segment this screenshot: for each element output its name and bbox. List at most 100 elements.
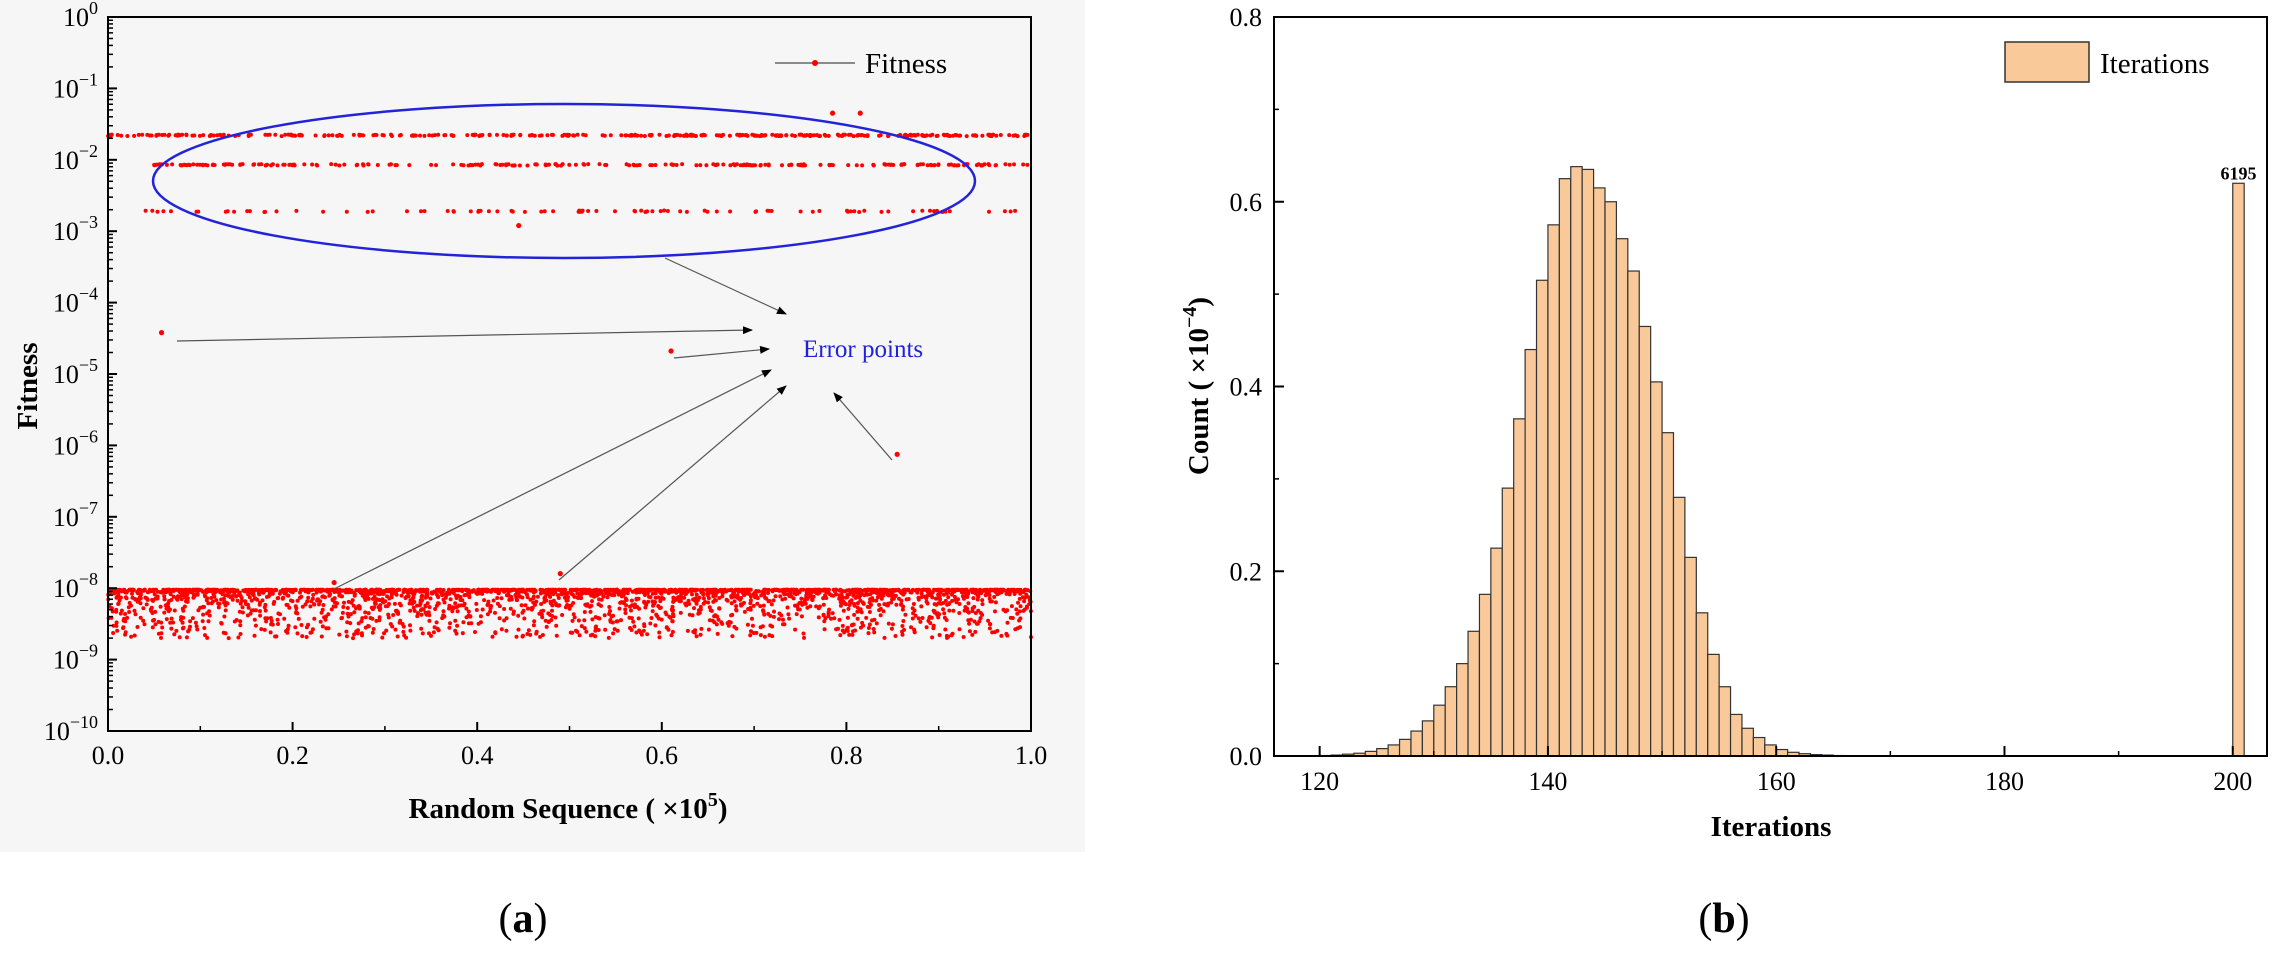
fitness-point bbox=[594, 209, 599, 213]
fitness-point bbox=[1013, 133, 1018, 138]
fitness-point bbox=[240, 610, 245, 615]
fitness-point bbox=[913, 588, 918, 593]
panel-b-bars: 6195 bbox=[1319, 163, 2256, 757]
fitness-point bbox=[919, 604, 924, 609]
fitness-point bbox=[656, 616, 661, 621]
fitness-point bbox=[130, 595, 135, 600]
fitness-point bbox=[1017, 609, 1022, 614]
fitness-point bbox=[605, 595, 610, 600]
fitness-point bbox=[484, 587, 489, 592]
fitness-point bbox=[151, 589, 156, 594]
fitness-point bbox=[951, 163, 956, 168]
fitness-point bbox=[682, 133, 687, 138]
fitness-point bbox=[920, 588, 925, 593]
fitness-point bbox=[511, 609, 516, 614]
fitness-point bbox=[678, 209, 683, 214]
y-tick-label: 10−8 bbox=[53, 569, 98, 603]
fitness-point bbox=[378, 603, 383, 608]
fitness-point bbox=[773, 133, 778, 138]
fitness-point bbox=[857, 595, 862, 600]
fitness-point bbox=[118, 611, 123, 616]
fitness-point bbox=[918, 619, 923, 624]
fitness-point bbox=[195, 627, 200, 632]
fitness-point bbox=[384, 628, 389, 633]
fitness-point bbox=[487, 132, 492, 137]
fitness-point bbox=[999, 633, 1004, 638]
fitness-point bbox=[747, 591, 752, 596]
fitness-point bbox=[121, 618, 126, 623]
fitness-point bbox=[337, 163, 342, 168]
fitness-point bbox=[295, 598, 300, 603]
fitness-point bbox=[174, 628, 179, 633]
fitness-point bbox=[1024, 132, 1029, 137]
fitness-point bbox=[829, 616, 833, 621]
fitness-point bbox=[138, 615, 143, 620]
fitness-point bbox=[646, 599, 651, 604]
fitness-point bbox=[214, 598, 219, 603]
fitness-point bbox=[942, 592, 946, 597]
fitness-point bbox=[389, 132, 393, 137]
fitness-point bbox=[617, 606, 622, 611]
fitness-point bbox=[656, 595, 661, 600]
fitness-point bbox=[645, 209, 650, 214]
fitness-point bbox=[191, 162, 196, 167]
fitness-point bbox=[900, 607, 905, 612]
fitness-point bbox=[365, 209, 370, 214]
fitness-point bbox=[260, 598, 265, 603]
fitness-point bbox=[707, 605, 712, 610]
fitness-point bbox=[559, 592, 564, 597]
fitness-point bbox=[453, 605, 458, 610]
fitness-point bbox=[676, 595, 681, 600]
fitness-point bbox=[504, 133, 509, 138]
fitness-point bbox=[419, 612, 424, 617]
fitness-point bbox=[185, 599, 190, 604]
fitness-point bbox=[268, 630, 273, 635]
fitness-point bbox=[335, 133, 340, 138]
fitness-point bbox=[885, 603, 890, 608]
fitness-point bbox=[549, 588, 554, 593]
fitness-point bbox=[946, 602, 951, 607]
fitness-point bbox=[280, 596, 285, 601]
fitness-point bbox=[434, 620, 439, 625]
fitness-point bbox=[987, 209, 991, 214]
fitness-point bbox=[223, 603, 228, 608]
fitness-point bbox=[171, 594, 176, 599]
fitness-point bbox=[663, 162, 668, 167]
fitness-point bbox=[209, 601, 214, 606]
fitness-point bbox=[130, 591, 134, 596]
fitness-point bbox=[339, 133, 344, 138]
panel-a-legend: Fitness bbox=[775, 48, 947, 80]
fitness-point bbox=[931, 626, 936, 631]
fitness-point bbox=[290, 599, 295, 604]
fitness-point bbox=[122, 588, 127, 593]
fitness-point bbox=[335, 601, 339, 606]
error-point bbox=[516, 222, 522, 229]
fitness-point bbox=[540, 633, 545, 637]
fitness-point bbox=[119, 133, 124, 138]
fitness-point bbox=[490, 634, 495, 639]
fitness-point bbox=[485, 612, 490, 617]
fitness-point bbox=[874, 598, 879, 603]
fitness-point bbox=[160, 625, 165, 630]
fitness-point bbox=[455, 623, 460, 628]
fitness-point bbox=[695, 587, 700, 592]
fitness-point bbox=[826, 133, 831, 138]
fitness-point bbox=[950, 592, 954, 597]
fitness-point bbox=[642, 134, 647, 138]
fitness-point bbox=[862, 208, 867, 213]
fitness-point bbox=[965, 595, 970, 599]
fitness-point bbox=[690, 592, 694, 597]
fitness-point bbox=[1025, 162, 1030, 167]
fitness-point bbox=[369, 591, 374, 596]
y-tick-label: 10−7 bbox=[53, 498, 98, 532]
fitness-point bbox=[461, 620, 466, 625]
fitness-point bbox=[207, 613, 212, 618]
fitness-point bbox=[936, 163, 941, 167]
fitness-point bbox=[535, 594, 540, 599]
fitness-point bbox=[485, 603, 490, 607]
fitness-point bbox=[782, 588, 787, 593]
fitness-point bbox=[310, 162, 315, 167]
fitness-point bbox=[526, 628, 531, 633]
fitness-point bbox=[685, 628, 690, 633]
fitness-point bbox=[352, 592, 357, 596]
